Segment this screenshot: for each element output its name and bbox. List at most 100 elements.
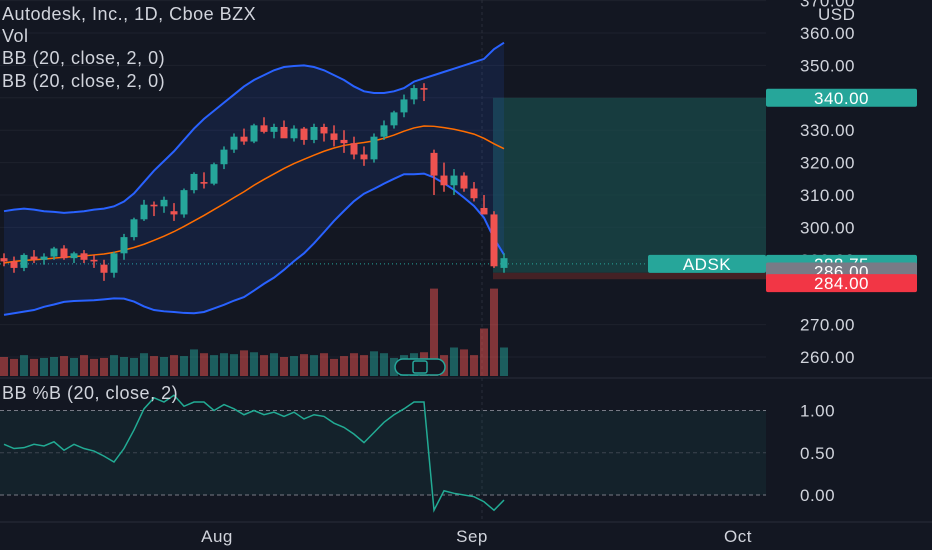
symbol-tag-bg xyxy=(648,254,766,273)
volume-bar xyxy=(280,357,288,376)
percent-b-tick-label: 0.00 xyxy=(800,486,835,505)
volume-bar xyxy=(20,355,28,376)
percent-b-line xyxy=(3,394,505,513)
volume-bar xyxy=(290,356,298,376)
band-fill xyxy=(4,42,504,315)
earnings-icon xyxy=(412,360,428,374)
volume-bar xyxy=(360,355,368,376)
bb-legend-1[interactable]: BB (20, close, 2, 0) xyxy=(2,48,166,68)
candle-body xyxy=(50,248,58,257)
volume-bar xyxy=(100,357,108,376)
currency-label: USD xyxy=(818,5,855,24)
volume-bar xyxy=(110,355,118,376)
volume-bar xyxy=(380,353,388,376)
candle-body xyxy=(10,261,18,268)
target-price-tag: 340.00 xyxy=(814,89,869,108)
price-tick-label: 310.00 xyxy=(800,186,855,205)
percent-b-panel xyxy=(0,394,766,513)
candle-body xyxy=(270,126,278,132)
candle-body xyxy=(40,256,48,260)
candle-body xyxy=(70,253,78,259)
price-tick-label: 330.00 xyxy=(800,121,855,140)
volume-bar xyxy=(210,355,218,376)
lower-band xyxy=(3,172,505,316)
percent-b-tick-label: 0.50 xyxy=(800,444,835,463)
percent-b-band xyxy=(0,410,766,495)
bollinger-bands xyxy=(3,41,505,316)
candle-body xyxy=(330,133,338,140)
earnings-marker[interactable] xyxy=(394,358,446,376)
candle-body xyxy=(430,152,438,176)
candle-body xyxy=(220,149,228,165)
volume-bar xyxy=(10,358,18,376)
volume-bar xyxy=(450,347,458,376)
volume-bar xyxy=(170,355,178,376)
candle-body xyxy=(310,126,318,140)
candle-body xyxy=(200,182,208,184)
target-zone xyxy=(493,97,766,273)
volume-legend[interactable]: Vol xyxy=(2,26,29,46)
candle-body xyxy=(0,258,8,262)
price-tick-label: 360.00 xyxy=(800,24,855,43)
candle-body xyxy=(370,136,378,160)
candle-body xyxy=(350,143,358,155)
stop-price-tag-bg xyxy=(766,274,917,293)
price-tick-label: 300.00 xyxy=(800,218,855,237)
candle-body xyxy=(140,204,148,220)
earnings-badge xyxy=(394,358,446,376)
target-price-tag-bg xyxy=(766,88,917,107)
chart-title[interactable]: Autodesk, Inc., 1D, Cboe BZX xyxy=(2,4,257,24)
volume-bar xyxy=(500,347,508,376)
volume-bar xyxy=(200,353,208,376)
volume-bar xyxy=(370,351,378,376)
time-axis[interactable]: Aug Sep Oct xyxy=(201,527,752,546)
volume-bar xyxy=(60,356,68,376)
volume-bar xyxy=(310,355,318,376)
percent-b-legend[interactable]: BB %B (20, close, 2) xyxy=(2,383,179,403)
candle-body xyxy=(110,253,118,273)
candle-body xyxy=(180,190,188,215)
candle-body xyxy=(480,207,488,215)
volume-bar xyxy=(40,357,48,376)
volume-bar xyxy=(160,357,168,376)
price-tick-label: 270.00 xyxy=(800,316,855,335)
volume-bar xyxy=(230,354,238,376)
volume-bar xyxy=(0,357,8,376)
volume-bar xyxy=(270,353,278,376)
candle-body xyxy=(260,125,268,132)
price-tick-label: 260.00 xyxy=(800,348,855,367)
candle-body xyxy=(400,99,408,113)
price-tick-label: 350.00 xyxy=(800,56,855,75)
candle-body xyxy=(390,112,398,126)
candle-body xyxy=(230,136,238,150)
candle-body xyxy=(500,258,508,268)
candle-body xyxy=(190,173,198,191)
candle-body xyxy=(280,126,288,139)
volume-bar xyxy=(90,358,98,376)
volume-bar xyxy=(490,288,498,376)
candle-body xyxy=(420,88,428,90)
volume-bar xyxy=(480,328,488,376)
candle-body xyxy=(130,219,138,238)
candle-body xyxy=(490,214,498,267)
stop-price-tag: 284.00 xyxy=(814,274,869,293)
volume-bar xyxy=(220,353,228,376)
candlesticks[interactable] xyxy=(0,83,508,281)
candle-body xyxy=(250,125,258,142)
candle-body xyxy=(60,248,68,259)
volume-bar xyxy=(140,353,148,376)
symbol-tag: ADSK xyxy=(683,255,731,274)
percent-b-tick-label: 1.00 xyxy=(800,402,835,421)
bb-legend-2[interactable]: BB (20, close, 2, 0) xyxy=(2,71,166,91)
position-zones xyxy=(0,97,766,280)
volume-bar xyxy=(120,357,128,376)
volume-bar xyxy=(180,356,188,376)
candle-body xyxy=(170,211,178,215)
volume-bar xyxy=(80,355,88,376)
volume-bar xyxy=(300,354,308,376)
volume-bar xyxy=(350,353,358,376)
candle-body xyxy=(160,199,168,207)
candle-body xyxy=(30,256,38,260)
